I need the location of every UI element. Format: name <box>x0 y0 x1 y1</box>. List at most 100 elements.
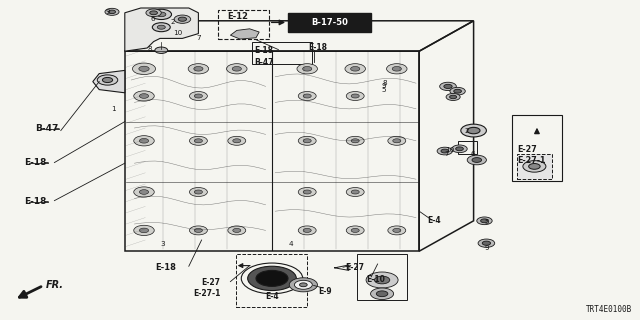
Text: E-18: E-18 <box>24 158 47 167</box>
Circle shape <box>346 136 364 145</box>
Circle shape <box>452 145 467 153</box>
Circle shape <box>150 11 157 15</box>
Text: E-27: E-27 <box>517 145 537 154</box>
Text: 9: 9 <box>105 9 110 15</box>
Text: E-18: E-18 <box>255 46 274 55</box>
Circle shape <box>481 219 488 223</box>
Circle shape <box>102 77 113 83</box>
Circle shape <box>477 217 492 225</box>
Text: 2: 2 <box>465 128 470 133</box>
Circle shape <box>351 139 359 143</box>
Bar <box>458 141 477 154</box>
Circle shape <box>298 136 316 145</box>
Circle shape <box>134 136 154 146</box>
Circle shape <box>346 92 364 100</box>
Text: E-18: E-18 <box>24 197 47 206</box>
Text: TRT4E0100B: TRT4E0100B <box>586 305 632 314</box>
Circle shape <box>146 9 161 17</box>
Circle shape <box>139 66 149 71</box>
Circle shape <box>233 139 241 143</box>
Circle shape <box>478 239 495 247</box>
Circle shape <box>157 25 165 29</box>
Text: 10: 10 <box>173 30 182 36</box>
Circle shape <box>140 94 148 98</box>
Circle shape <box>298 92 316 100</box>
Circle shape <box>140 139 148 143</box>
Circle shape <box>467 155 486 165</box>
Circle shape <box>444 84 452 88</box>
Circle shape <box>189 188 207 196</box>
Bar <box>218 10 269 39</box>
Text: 7: 7 <box>196 36 201 41</box>
Circle shape <box>483 241 491 245</box>
Circle shape <box>298 226 316 235</box>
Circle shape <box>441 149 449 153</box>
Text: 5: 5 <box>381 87 387 92</box>
Circle shape <box>174 15 191 23</box>
Circle shape <box>155 47 168 53</box>
Bar <box>512 115 562 181</box>
Circle shape <box>351 67 360 71</box>
Circle shape <box>195 228 202 232</box>
Circle shape <box>248 266 296 291</box>
Circle shape <box>303 94 311 98</box>
Circle shape <box>105 8 119 15</box>
Circle shape <box>392 67 401 71</box>
Circle shape <box>467 127 480 134</box>
Circle shape <box>437 147 452 155</box>
Circle shape <box>393 139 401 143</box>
Text: 7: 7 <box>444 151 449 156</box>
Bar <box>288 13 371 32</box>
Circle shape <box>388 136 406 145</box>
Circle shape <box>456 147 463 151</box>
Circle shape <box>140 190 148 194</box>
Circle shape <box>351 94 359 98</box>
Circle shape <box>109 10 115 13</box>
Text: E-27: E-27 <box>202 278 221 287</box>
Circle shape <box>374 276 390 284</box>
Text: E-27: E-27 <box>346 263 365 272</box>
Circle shape <box>450 87 465 95</box>
Circle shape <box>194 67 203 71</box>
Circle shape <box>297 64 317 74</box>
Text: B-17-50: B-17-50 <box>311 18 348 27</box>
Circle shape <box>232 67 241 71</box>
Text: E-4: E-4 <box>428 216 441 225</box>
Polygon shape <box>230 29 259 39</box>
Circle shape <box>388 226 406 235</box>
Text: E-10: E-10 <box>366 275 385 284</box>
Circle shape <box>387 64 407 74</box>
Bar <box>517 154 552 179</box>
Circle shape <box>233 228 241 232</box>
Circle shape <box>140 228 148 233</box>
Polygon shape <box>93 70 125 93</box>
Circle shape <box>346 226 364 235</box>
Circle shape <box>529 164 540 169</box>
Circle shape <box>134 91 154 101</box>
Circle shape <box>188 64 209 74</box>
Circle shape <box>298 188 316 196</box>
Text: E-27-1: E-27-1 <box>193 289 221 298</box>
Circle shape <box>134 225 154 236</box>
Circle shape <box>393 228 401 232</box>
Bar <box>357 254 407 300</box>
Circle shape <box>461 124 486 137</box>
Text: 9: 9 <box>484 245 489 251</box>
Circle shape <box>371 288 394 300</box>
Text: 6: 6 <box>150 16 155 22</box>
Circle shape <box>446 93 460 100</box>
Circle shape <box>228 136 246 145</box>
Text: B-47: B-47 <box>255 58 274 67</box>
Circle shape <box>227 64 247 74</box>
Circle shape <box>132 63 156 75</box>
Circle shape <box>345 64 365 74</box>
Text: 8: 8 <box>147 46 152 52</box>
Circle shape <box>300 283 307 287</box>
Circle shape <box>289 278 317 292</box>
Circle shape <box>440 82 456 91</box>
Text: E-18: E-18 <box>155 263 176 272</box>
Bar <box>236 254 307 307</box>
Circle shape <box>178 17 187 21</box>
Circle shape <box>450 95 457 99</box>
Text: 3: 3 <box>161 241 166 247</box>
